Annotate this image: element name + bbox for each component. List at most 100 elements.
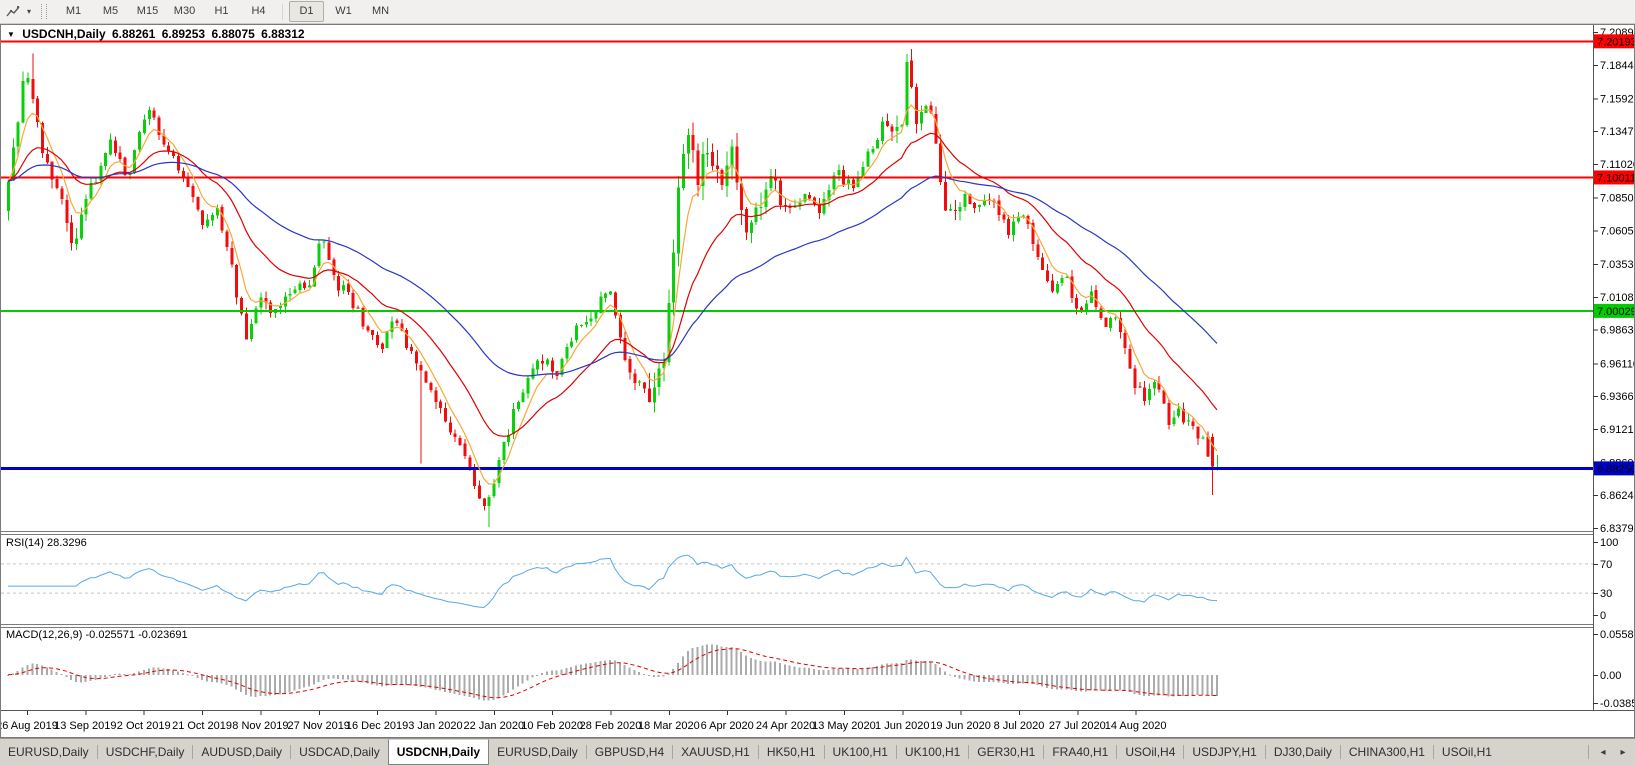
svg-text:1 Jun 2020: 1 Jun 2020 — [875, 720, 929, 732]
mid-ma-line — [7, 132, 1218, 437]
svg-text:7.01080: 7.01080 — [1600, 292, 1634, 304]
chart-symbol-label: USDCNH,Daily — [22, 27, 106, 41]
tab-divider — [895, 745, 897, 759]
tab-divider — [757, 745, 759, 759]
svg-text:8 Jul 2020: 8 Jul 2020 — [994, 720, 1045, 732]
svg-text:27 Jul 2020: 27 Jul 2020 — [1049, 720, 1106, 732]
svg-text:0.00: 0.00 — [1600, 670, 1621, 682]
svg-text:7.08500: 7.08500 — [1600, 193, 1634, 205]
tab-usdcnh-daily[interactable]: USDCNH,Daily — [387, 739, 490, 765]
chart-tool-caret[interactable]: ▾ — [26, 7, 31, 16]
tab-divider — [1043, 745, 1045, 759]
svg-text:7.15920: 7.15920 — [1600, 93, 1634, 105]
svg-text:18 Mar 2020: 18 Mar 2020 — [638, 720, 700, 732]
svg-text:28 Feb 2020: 28 Feb 2020 — [580, 720, 642, 732]
svg-text:7.18440: 7.18440 — [1600, 60, 1634, 72]
tab-ger30-h1[interactable]: GER30,H1 — [977, 745, 1036, 759]
chart-window: 7.208907.184407.159207.134707.110207.085… — [0, 24, 1635, 738]
ohlc-high: 6.89253 — [161, 27, 206, 41]
tab-divider — [672, 745, 674, 759]
svg-text:19 Jun 2020: 19 Jun 2020 — [930, 720, 991, 732]
period-button-mn[interactable]: MN — [371, 5, 390, 17]
chart-tab-bar: EURUSD,Daily USDCHF,Daily AUDUSD,Daily USDC… — [0, 738, 1635, 765]
chart-tabs: EURUSD,Daily USDCHF,Daily AUDUSD,Daily USDC… — [0, 739, 1500, 765]
tab-divider — [1183, 745, 1185, 759]
macd-indicator-values: -0.025571 -0.023691 — [85, 629, 188, 641]
tab-divider — [96, 745, 98, 759]
tab-scroll-left-button[interactable]: ◂ — [1600, 746, 1606, 758]
rsi-label: RSI(14) 28.3296 — [6, 537, 87, 549]
tab-hk50-h1[interactable]: HK50,H1 — [766, 745, 816, 759]
tab-divider — [1264, 745, 1266, 759]
tab-divider — [290, 745, 292, 759]
period-button-w1[interactable]: W1 — [335, 5, 352, 17]
tab-fra40-h1[interactable]: FRA40,H1 — [1052, 745, 1109, 759]
fast-ma-line — [7, 104, 1218, 485]
svg-text:3 Jan 2020: 3 Jan 2020 — [408, 720, 462, 732]
tab-dj30-daily[interactable]: DJ30,Daily — [1273, 745, 1332, 759]
svg-text:13 May 2020: 13 May 2020 — [812, 720, 876, 732]
svg-text:0: 0 — [1600, 610, 1606, 622]
chart-tool-icon[interactable] — [3, 3, 23, 21]
macd-indicator-name: MACD(12,26,9) — [6, 629, 83, 641]
svg-text:7.11020: 7.11020 — [1600, 159, 1634, 171]
svg-text:13 Sep 2019: 13 Sep 2019 — [54, 720, 116, 732]
tab-xauusd-h1[interactable]: XAUUSD,H1 — [681, 745, 750, 759]
period-button-m30[interactable]: M30 — [173, 5, 196, 17]
svg-text:6 Apr 2020: 6 Apr 2020 — [701, 720, 754, 732]
svg-text:2 Oct 2019: 2 Oct 2019 — [117, 720, 171, 732]
svg-text:6.91210: 6.91210 — [1600, 424, 1634, 436]
period-button-h4[interactable]: H4 — [251, 5, 266, 17]
svg-text:22 Jan 2020: 22 Jan 2020 — [464, 720, 525, 732]
svg-text:6.86240: 6.86240 — [1600, 490, 1634, 502]
tab-divider — [823, 745, 825, 759]
tab-usoil-h4[interactable]: USOil,H4 — [1125, 745, 1176, 759]
period-buttons: M1 M5 M15 M30 H1 H4 D1 W1 MN — [55, 1, 399, 22]
tab-divider — [1432, 745, 1434, 759]
macd-signal-line — [7, 648, 1218, 699]
tab-gbpusd-h4[interactable]: GBPUSD,H4 — [594, 745, 665, 759]
tab-usdcad-daily[interactable]: USDCAD,Daily — [299, 745, 380, 759]
period-button-m5[interactable]: M5 — [102, 5, 119, 17]
tab-china300-h1[interactable]: CHINA300,H1 — [1348, 745, 1425, 759]
macd-histogram — [7, 644, 1218, 701]
candles-layer — [7, 49, 1219, 528]
tab-divider — [1339, 745, 1341, 759]
chart-canvas[interactable]: 7.208907.184407.159207.134707.110207.085… — [1, 25, 1634, 737]
svg-text:7.20193: 7.20193 — [1597, 36, 1634, 48]
svg-text:6.93660: 6.93660 — [1600, 391, 1634, 403]
svg-text:26 Aug 2019: 26 Aug 2019 — [1, 720, 58, 732]
svg-text:7.13470: 7.13470 — [1600, 126, 1634, 138]
tab-uk100-h1[interactable]: UK100,H1 — [832, 745, 888, 759]
chart-menu-caret[interactable]: ▼ — [7, 30, 15, 39]
tab-usdchf-daily[interactable]: USDCHF,Daily — [105, 745, 185, 759]
tab-eurusd-daily[interactable]: EURUSD,Daily — [8, 745, 89, 759]
svg-text:100: 100 — [1600, 537, 1618, 549]
tab-divider — [1116, 745, 1118, 759]
slow-ma-line — [7, 161, 1218, 377]
tab-usoil-h1[interactable]: USOil,H1 — [1441, 745, 1492, 759]
period-button-m1[interactable]: M1 — [65, 5, 82, 17]
svg-text:6.96110: 6.96110 — [1600, 358, 1634, 370]
toolbar-grip[interactable] — [41, 4, 47, 19]
period-button-h1[interactable]: H1 — [214, 5, 229, 17]
period-button-d1[interactable]: D1 — [289, 1, 324, 22]
svg-text:24 Apr 2020: 24 Apr 2020 — [756, 720, 815, 732]
svg-text:7.03530: 7.03530 — [1600, 259, 1634, 271]
svg-text:7.06050: 7.06050 — [1600, 225, 1634, 237]
svg-text:14 Aug 2020: 14 Aug 2020 — [1105, 720, 1167, 732]
tab-usdjpy-h1[interactable]: USDJPY,H1 — [1192, 745, 1257, 759]
svg-text:10 Feb 2020: 10 Feb 2020 — [521, 720, 583, 732]
svg-text:30: 30 — [1600, 588, 1612, 600]
svg-text:6.98630: 6.98630 — [1600, 325, 1634, 337]
pane-separators — [1, 25, 1634, 711]
period-button-m15[interactable]: M15 — [136, 5, 159, 17]
tab-scroll-arrows: ◂ ▸ — [1582, 739, 1635, 765]
tab-uk100-h1[interactable]: UK100,H1 — [904, 745, 961, 759]
tab-scroll-right-button[interactable]: ▸ — [1620, 746, 1626, 758]
svg-text:70: 70 — [1600, 559, 1612, 571]
tab-eurusd-daily[interactable]: EURUSD,Daily — [497, 745, 578, 759]
tab-arrows-divider — [1588, 745, 1589, 759]
svg-text:0.05581: 0.05581 — [1600, 629, 1634, 641]
tab-audusd-daily[interactable]: AUDUSD,Daily — [201, 745, 283, 759]
